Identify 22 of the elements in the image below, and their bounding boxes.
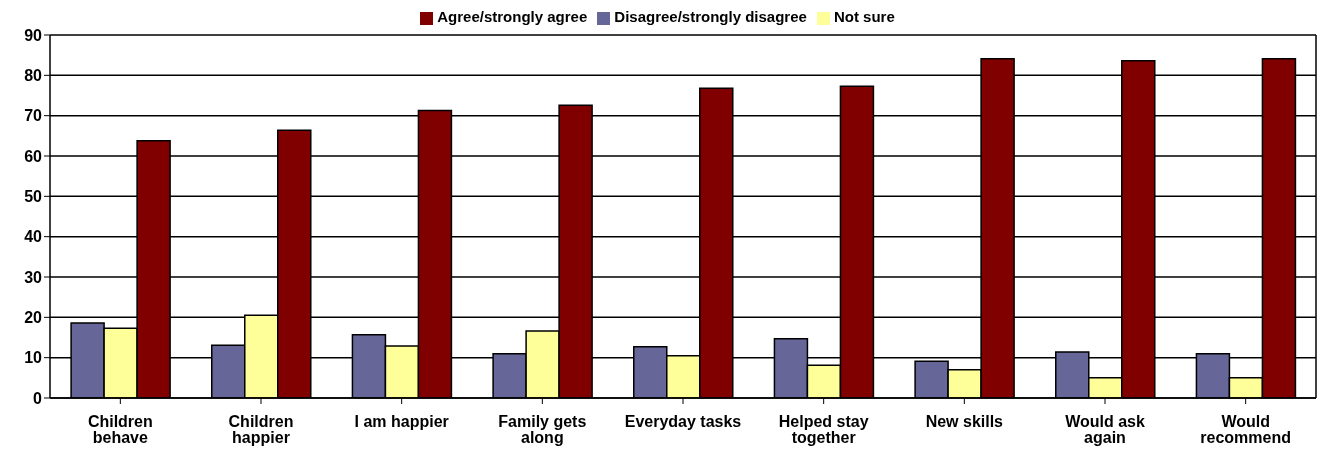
y-tick-label: 90 <box>24 26 43 44</box>
x-tick-label: Family gets along <box>498 413 587 447</box>
x-tick-label: Helped stay together <box>778 413 869 447</box>
y-tick-label: 40 <box>24 228 43 246</box>
y-tick-label: 50 <box>24 188 43 206</box>
x-tick-label: New skills <box>925 413 1004 431</box>
legend-label: Agree/strongly agree <box>437 8 588 25</box>
x-tick-label: Would ask again <box>1065 413 1145 447</box>
x-tick-label: Everyday tasks <box>624 413 742 431</box>
y-tick-label: 80 <box>24 67 43 85</box>
legend-label: Disagree/strongly disagree <box>614 8 807 25</box>
x-tick-label: I am happier <box>354 413 449 431</box>
y-tick-label: 10 <box>24 349 43 367</box>
y-tick-label: 0 <box>33 389 43 407</box>
x-tick-label: Would recommend <box>1200 413 1292 447</box>
y-tick-label: 60 <box>24 147 43 165</box>
x-tick-label: Children behave <box>87 413 153 447</box>
y-tick-label: 20 <box>24 309 43 327</box>
x-tick-label: Children happier <box>228 413 294 447</box>
legend-label: Not sure <box>833 8 895 25</box>
y-tick-label: 30 <box>24 268 43 286</box>
y-tick-label: 70 <box>24 107 43 125</box>
